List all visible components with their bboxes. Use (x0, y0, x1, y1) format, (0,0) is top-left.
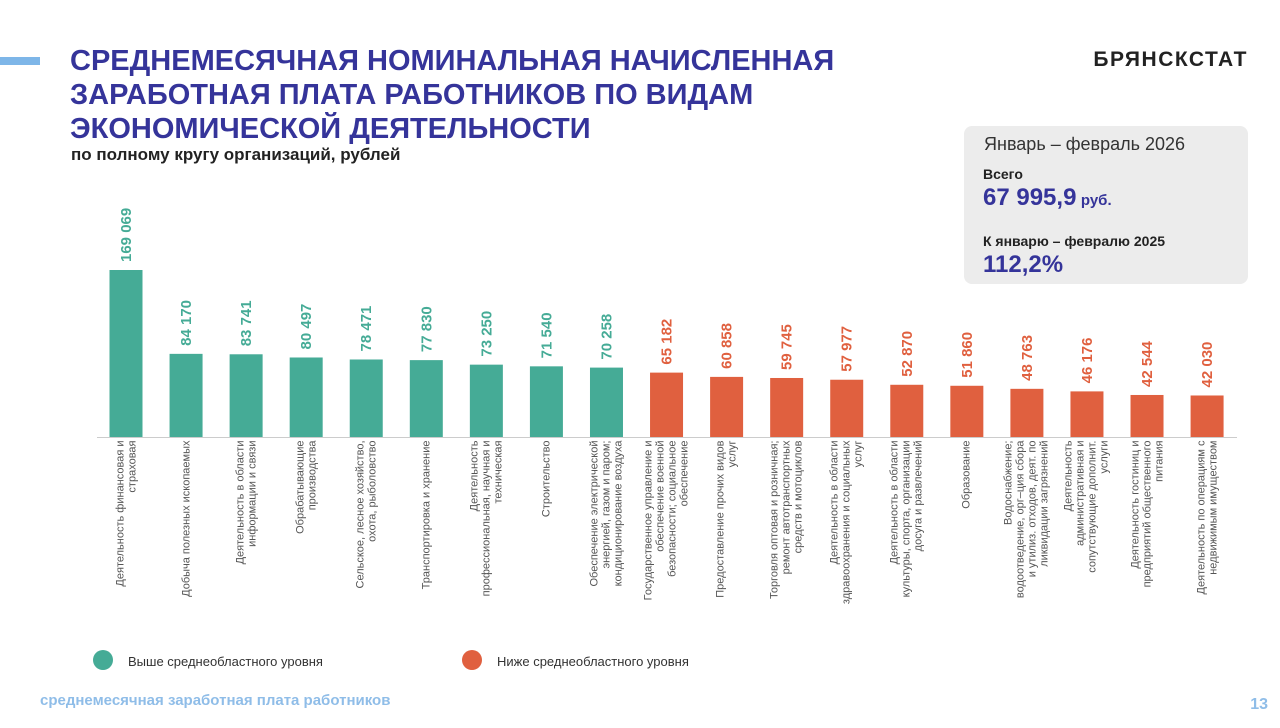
value-label: 52 870 (899, 331, 916, 377)
value-label: 71 540 (538, 312, 555, 358)
title-line: ЭКОНОМИЧЕСКОЙ ДЕЯТЕЛЬНОСТИ (70, 113, 591, 145)
bar (710, 376, 744, 437)
x-tick-label: Деятельность финансовая и страховая (101, 441, 151, 606)
legend-marker (462, 650, 482, 670)
x-tick-label: Добыча полезных ископаемых (161, 441, 211, 606)
value-label: 84 170 (178, 300, 195, 346)
value-label: 48 763 (1019, 335, 1036, 381)
bar (1010, 388, 1044, 437)
value-label: 59 745 (779, 324, 796, 370)
title: СРЕДНЕМЕСЯЧНАЯ НОМИНАЛЬНАЯ НАЧИСЛЕННАЯ З… (70, 44, 834, 146)
x-tick-label: Деятельность в области культуры, спорта,… (882, 441, 932, 606)
x-tick-label: Деятельность по операциям с недвижимым и… (1182, 441, 1232, 606)
category-text: Деятельность в области информации и связ… (234, 440, 259, 565)
x-tick-label: Деятельность административная и сопутств… (1062, 441, 1112, 606)
legend-marker (93, 650, 113, 670)
brand: БРЯНСКСТАТ (1093, 48, 1248, 71)
bar (1130, 394, 1164, 437)
x-tick-label: Транспортировка и хранение (401, 441, 451, 606)
total-unit: руб. (1080, 192, 1112, 209)
value-label: 65 182 (659, 319, 676, 365)
x-tick-label: Водоснабжение; водоотведение, орг–ция сб… (1002, 441, 1052, 606)
category-text: Транспортировка и хранение (420, 440, 433, 590)
value-label: 46 176 (1079, 337, 1096, 383)
x-tick-label: Предоставление прочих видов услуг (702, 441, 752, 606)
category-text: Водоснабжение; водоотведение, орг–ция сб… (1002, 440, 1051, 599)
category-text: Торговля оптовая и розничная; ремонт авт… (768, 440, 805, 599)
x-tick-label: Торговля оптовая и розничная; ремонт авт… (762, 441, 812, 606)
value-label: 70 258 (598, 314, 615, 360)
legend-label: Ниже среднеобластного уровня (497, 654, 689, 669)
x-tick-label: Деятельность гостиниц и предприятий обще… (1122, 441, 1172, 606)
bar (109, 270, 143, 437)
bar (830, 379, 864, 437)
value-label: 77 830 (418, 306, 435, 352)
x-tick-label: Деятельность в области здравоохранения и… (822, 441, 872, 606)
title-line: СРЕДНЕМЕСЯЧНАЯ НОМИНАЛЬНАЯ НАЧИСЛЕННАЯ (70, 45, 835, 77)
x-tick-label: Обрабатывающие производства (281, 441, 331, 606)
value-label: 80 497 (298, 304, 315, 350)
value-label: 42 030 (1199, 342, 1216, 388)
comparison-label: К январю – февралю 2025 (983, 233, 1166, 249)
bar (650, 372, 684, 437)
category-text: Деятельность гостиниц и предприятий обще… (1129, 440, 1166, 588)
bar (950, 385, 984, 437)
x-tick-label: Деятельность в области информации и связ… (221, 441, 271, 606)
bar (169, 353, 203, 437)
category-text: Деятельность по операциям с недвижимым и… (1195, 440, 1220, 595)
x-tick-label: Сельское, лесное хозяйство, охота, рыбол… (341, 441, 391, 606)
title-line: ЗАРАБОТНАЯ ПЛАТА РАБОТНИКОВ ПО ВИДАМ (70, 79, 754, 111)
value-label: 42 544 (1139, 340, 1156, 387)
footer-caption: среднемесячная заработная плата работник… (40, 692, 391, 709)
bar (289, 357, 323, 437)
value-label: 51 860 (959, 332, 976, 378)
bar (469, 364, 503, 437)
accent-bar (0, 57, 40, 65)
value-label: 169 069 (118, 208, 135, 262)
category-text: Государственное управление и обеспечение… (642, 440, 691, 601)
category-text: Добыча полезных ископаемых (180, 440, 193, 597)
bar (1190, 395, 1224, 437)
x-tick-label: Государственное управление и обеспечение… (642, 441, 692, 606)
comparison-value: 112,2% (983, 251, 1064, 278)
value-label: 83 741 (238, 300, 255, 346)
bar (529, 366, 563, 437)
x-tick-label: Строительство (521, 441, 571, 606)
bar (229, 354, 263, 437)
x-tick-label: Образование (942, 441, 992, 606)
value-label: 57 977 (839, 326, 856, 372)
legend-label: Выше среднеобластного уровня (128, 654, 323, 669)
value-label: 60 858 (719, 323, 736, 369)
category-text: Обрабатывающие производства (294, 440, 319, 534)
total-value: 67 995,9 (983, 184, 1077, 211)
category-text: Деятельность профессиональная, научная и… (468, 440, 505, 597)
page-number: 13 (1250, 696, 1268, 713)
total: 67 995,9 руб. (983, 184, 1112, 212)
category-text: Деятельность в области культуры, спорта,… (888, 440, 925, 598)
value-label: 73 250 (478, 311, 495, 357)
period: Январь – февраль 2026 (984, 134, 1186, 154)
category-text: Деятельность административная и сопутств… (1062, 440, 1111, 573)
bar (890, 384, 924, 437)
category-text: Сельское, лесное хозяйство, охота, рыбол… (354, 440, 379, 589)
bar (409, 360, 443, 437)
total-label: Всего (983, 166, 1023, 182)
category-text: Деятельность в области здравоохранения и… (828, 440, 865, 605)
category-text: Строительство (540, 440, 553, 518)
bar (770, 377, 804, 437)
x-tick-label: Деятельность профессиональная, научная и… (461, 441, 511, 606)
x-tick-label: Обеспечение электрической энергией, газо… (581, 441, 631, 606)
category-text: Обеспечение электрической энергией, газо… (588, 440, 625, 587)
value-label: 78 471 (358, 306, 375, 352)
category-text: Образование (960, 440, 973, 509)
bar (589, 367, 623, 437)
category-text: Предоставление прочих видов услуг (714, 440, 739, 598)
subtitle: по полному кругу организаций, рублей (71, 145, 401, 164)
bar (349, 359, 383, 437)
bar (1070, 391, 1104, 437)
category-text: Деятельность финансовая и страховая (114, 440, 138, 587)
summary-box: Январь – февраль 2026 Всего 67 995,9 руб… (964, 126, 1248, 284)
